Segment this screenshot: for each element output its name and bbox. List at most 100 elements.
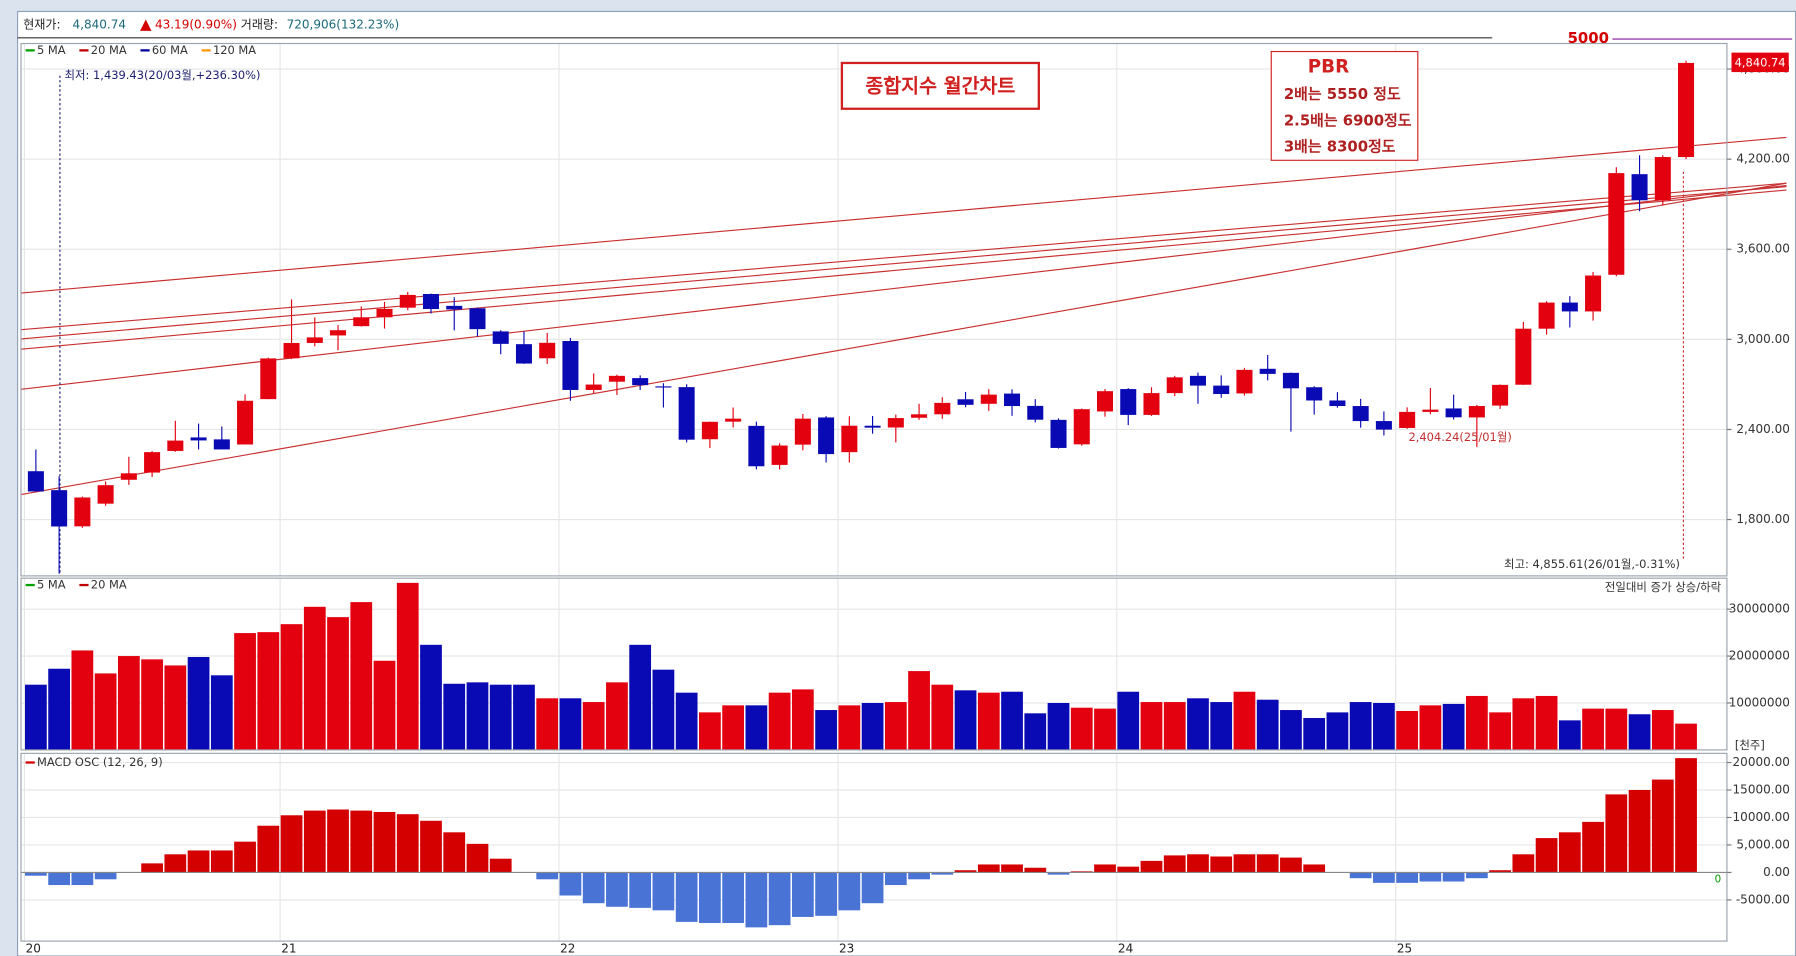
volume-note: 전일대비 증가 상승/하락 (1605, 580, 1722, 594)
bar (1303, 718, 1326, 750)
candle-body (934, 402, 951, 415)
bar (1489, 712, 1511, 750)
candle-body (1654, 157, 1671, 201)
candle-body (167, 440, 184, 451)
bar (838, 872, 861, 911)
bar (977, 864, 1000, 873)
bar (606, 682, 628, 750)
bar (1094, 708, 1116, 750)
macd-panel (20, 752, 1728, 942)
candle-body (701, 421, 718, 440)
candle-body (818, 417, 835, 455)
candle-body (1468, 406, 1485, 418)
bar (466, 843, 489, 873)
bar (884, 872, 907, 886)
bar (582, 872, 605, 904)
bar (1442, 703, 1465, 750)
bar (1349, 872, 1372, 879)
x-tick-label: 20 (26, 942, 41, 956)
pbr-title: PBR (1308, 57, 1349, 78)
legend-label: 5 MA (37, 578, 66, 592)
y-tick-label: -5000.00 (1736, 892, 1790, 906)
candle-body (74, 497, 91, 527)
y-tick-label: 3,000.00 (1736, 332, 1790, 346)
bar (559, 698, 582, 750)
candle-body (748, 425, 765, 467)
candle-body (306, 337, 323, 343)
bar (884, 702, 907, 750)
bar (1024, 713, 1047, 750)
bar (94, 872, 117, 880)
candle-body (1375, 421, 1392, 430)
last-price-label: 4,840.74 (1735, 55, 1786, 69)
volume-unit: [천주] (1735, 738, 1765, 752)
bar (1117, 691, 1140, 750)
bar (420, 644, 442, 750)
candle-body (864, 425, 881, 428)
bar (1303, 864, 1326, 873)
candle-body (283, 342, 300, 359)
trend-line (20, 186, 1787, 340)
bar (1419, 872, 1442, 882)
candle-body (1538, 302, 1555, 329)
bar (908, 671, 930, 750)
bar (94, 673, 117, 750)
bar (141, 863, 163, 873)
candle-body (1004, 393, 1021, 407)
y-tick-label: 20000.00 (1733, 755, 1790, 769)
candle-body (678, 387, 695, 440)
bar (1349, 702, 1372, 750)
bar (1163, 855, 1186, 873)
pbr-line: 3배는 8300정도 (1284, 138, 1396, 156)
price-label: 현재가: (23, 18, 60, 32)
bar (1280, 857, 1302, 873)
bar (1489, 870, 1511, 873)
candle-body (585, 384, 602, 390)
bar (187, 657, 210, 750)
volume-label: 거래량: (241, 18, 278, 32)
candle-body (492, 331, 509, 344)
candle-body (911, 414, 928, 418)
candle-body (1027, 405, 1044, 420)
bar (396, 582, 419, 750)
candle-body (1143, 393, 1160, 415)
bar (210, 675, 233, 750)
candle-body (330, 330, 347, 336)
bar (1024, 867, 1047, 873)
bar (1675, 758, 1697, 873)
bar (1047, 872, 1070, 875)
bar (1605, 794, 1628, 873)
bar (303, 810, 326, 873)
bar (1651, 710, 1674, 750)
bar (1535, 695, 1558, 750)
legend-label: 20 MA (91, 578, 127, 592)
bar (536, 872, 559, 880)
bar (443, 683, 466, 750)
bar (303, 606, 326, 750)
candle-body (144, 452, 161, 473)
bar (861, 872, 884, 904)
bar (1628, 790, 1651, 873)
candle-body (1515, 328, 1532, 385)
bar (141, 659, 163, 750)
bar (1605, 708, 1628, 750)
legend-label: 5 MA (37, 43, 66, 57)
bar (954, 870, 977, 873)
bar (815, 710, 837, 750)
candle-body (957, 399, 974, 405)
candle-body (1399, 411, 1416, 428)
candle-body (422, 294, 440, 310)
high-annotation: 최고: 4,855.61(26/01월,-0.31%) (1504, 557, 1680, 571)
volume-panel (20, 577, 1728, 751)
low-annotation: 최저: 1,439.43(20/03월,+236.30%) (65, 68, 261, 82)
bar (1187, 698, 1209, 750)
candle-body (399, 294, 416, 308)
y-tick-label: 5,000.00 (1736, 837, 1790, 851)
bar (1558, 832, 1581, 873)
bar (1512, 698, 1535, 750)
bar (1535, 838, 1558, 873)
up-triangle (140, 19, 152, 31)
bar (513, 684, 535, 750)
bar (1396, 872, 1419, 883)
